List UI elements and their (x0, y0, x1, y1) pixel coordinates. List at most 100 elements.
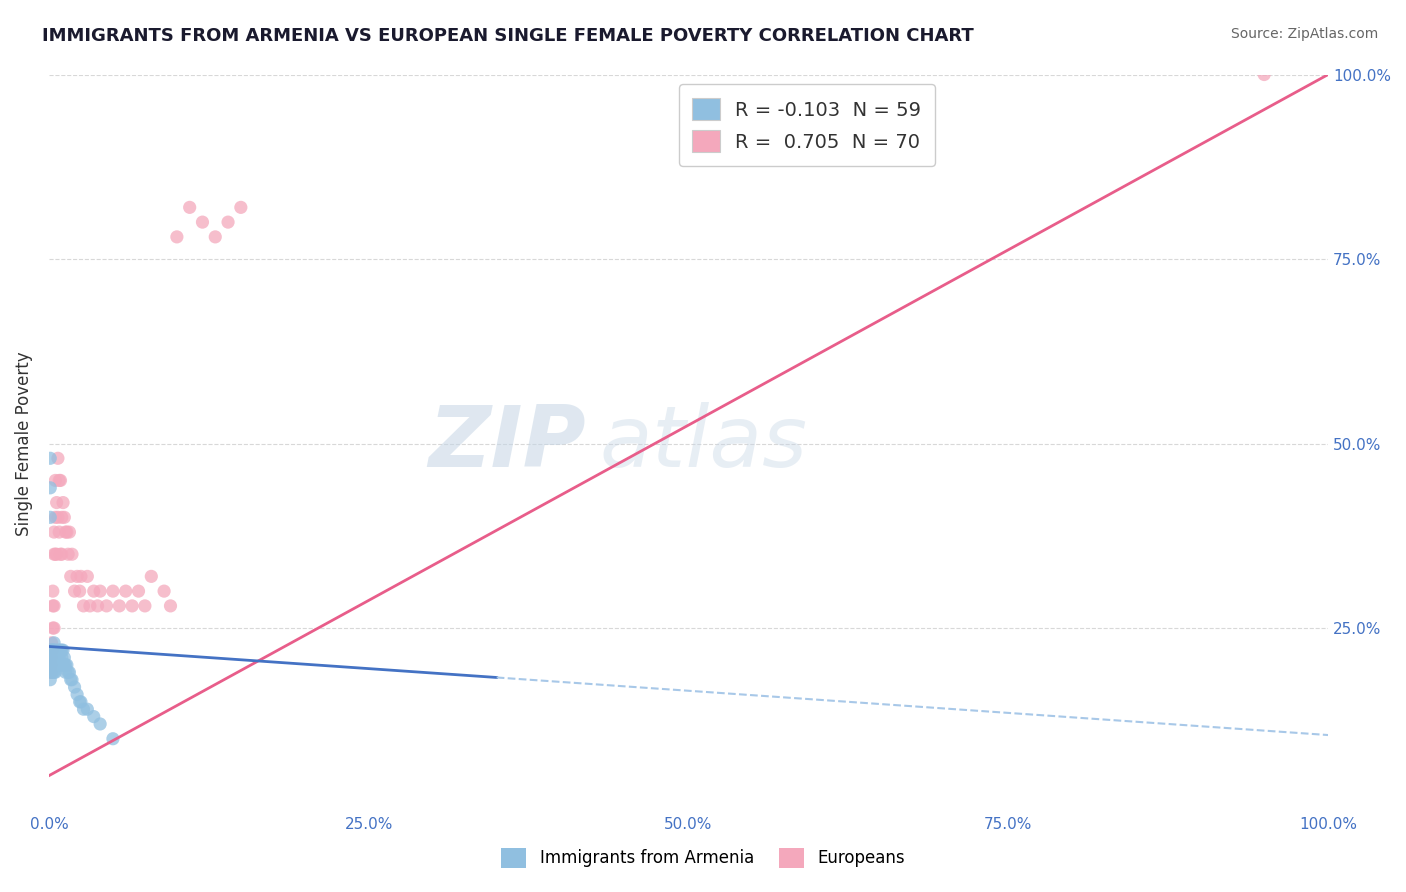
Text: Source: ZipAtlas.com: Source: ZipAtlas.com (1230, 27, 1378, 41)
Point (53, 657, 76, 672)
Point (41, 650, 63, 665)
Point (41, 657, 63, 672)
Point (51, 650, 73, 665)
Point (101, 584, 124, 599)
Point (83, 709, 105, 723)
Point (48, 474, 70, 488)
Point (60, 547, 83, 561)
Point (58, 525, 80, 540)
Point (42, 657, 65, 672)
Point (39, 673, 62, 687)
Point (41, 665, 63, 680)
Point (86, 599, 108, 613)
Point (191, 215, 214, 229)
Point (42, 621, 65, 635)
Point (63, 680, 86, 694)
Point (217, 215, 239, 229)
Point (121, 599, 143, 613)
Point (55, 657, 77, 672)
Point (52, 495, 75, 509)
Point (51, 643, 73, 657)
Point (96, 599, 118, 613)
Point (76, 702, 98, 716)
Point (108, 599, 131, 613)
Point (55, 665, 77, 680)
Point (39, 643, 62, 657)
Point (69, 695, 91, 709)
Point (229, 200, 252, 214)
Point (39, 643, 62, 657)
Point (42, 643, 65, 657)
Point (41, 643, 63, 657)
Point (83, 584, 105, 599)
Point (44, 650, 66, 665)
Point (66, 569, 89, 583)
Point (53, 510, 76, 524)
Point (48, 525, 70, 540)
Point (51, 547, 73, 561)
Point (42, 650, 65, 665)
Point (59, 569, 82, 583)
Point (39, 657, 62, 672)
Point (128, 584, 150, 599)
Point (48, 650, 70, 665)
Point (52, 657, 75, 672)
Point (41, 657, 63, 672)
Point (159, 599, 181, 613)
Point (1253, 68, 1275, 82)
Point (44, 665, 66, 680)
Point (42, 657, 65, 672)
Point (49, 657, 72, 672)
Text: ZIP: ZIP (429, 402, 586, 485)
Point (204, 230, 226, 244)
Point (39, 665, 62, 680)
Point (56, 525, 79, 540)
Point (51, 510, 73, 524)
Point (42, 665, 65, 680)
Point (89, 584, 111, 599)
Point (53, 650, 76, 665)
Point (39, 650, 62, 665)
Point (44, 474, 66, 488)
Y-axis label: Single Female Poverty: Single Female Poverty (15, 351, 32, 536)
Point (39, 643, 62, 657)
Point (52, 643, 75, 657)
Text: IMMIGRANTS FROM ARMENIA VS EUROPEAN SINGLE FEMALE POVERTY CORRELATION CHART: IMMIGRANTS FROM ARMENIA VS EUROPEAN SING… (42, 27, 974, 45)
Point (39, 451, 62, 466)
Point (44, 547, 66, 561)
Point (46, 451, 69, 466)
Legend: R = -0.103  N = 59, R =  0.705  N = 70: R = -0.103 N = 59, R = 0.705 N = 70 (679, 84, 935, 166)
Point (69, 584, 91, 599)
Point (42, 584, 65, 599)
Point (41, 650, 63, 665)
Point (46, 643, 69, 657)
Point (41, 665, 63, 680)
Point (66, 688, 89, 702)
Point (51, 657, 73, 672)
Point (153, 584, 176, 599)
Point (42, 621, 65, 635)
Point (39, 657, 62, 672)
Point (89, 717, 111, 731)
Point (42, 599, 65, 613)
Point (44, 643, 66, 657)
Point (42, 636, 65, 650)
Point (56, 547, 79, 561)
Point (41, 650, 63, 665)
Point (55, 525, 77, 540)
Point (39, 650, 62, 665)
Point (45, 657, 67, 672)
Legend: Immigrants from Armenia, Europeans: Immigrants from Armenia, Europeans (495, 841, 911, 875)
Point (42, 650, 65, 665)
Point (42, 643, 65, 657)
Point (72, 702, 94, 716)
Point (39, 481, 62, 495)
Point (179, 200, 201, 214)
Point (41, 643, 63, 657)
Point (39, 643, 62, 657)
Point (60, 673, 83, 687)
Point (45, 650, 67, 665)
Point (58, 665, 80, 680)
Point (101, 731, 124, 746)
Point (42, 525, 65, 540)
